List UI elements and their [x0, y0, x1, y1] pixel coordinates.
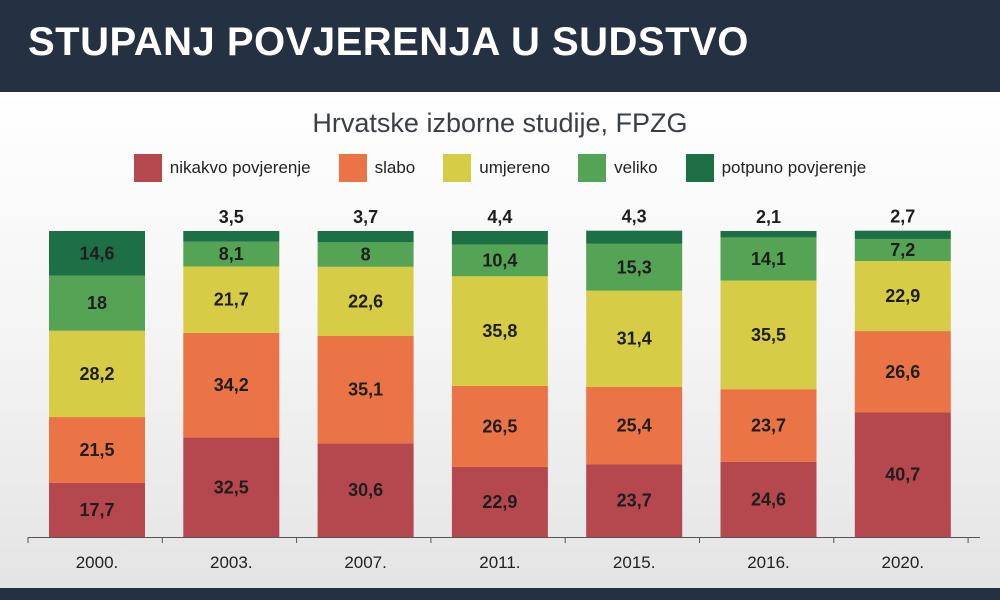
data-label: 14,1: [751, 249, 786, 269]
legend-label: potpuno povjerenje: [721, 158, 867, 177]
x-tick-label: 2011.: [479, 553, 520, 572]
legend-label: nikakvo povjerenje: [169, 158, 311, 177]
data-label: 28,2: [79, 364, 114, 384]
data-label: 15,3: [617, 257, 652, 277]
data-label: 10,4: [482, 250, 517, 270]
bar-segment: [49, 275, 145, 331]
data-label: 17,7: [79, 500, 114, 520]
bar-segment: [317, 231, 414, 243]
bar-segment: [451, 466, 548, 537]
bar-segment: [854, 260, 951, 332]
data-label: 26,6: [885, 362, 920, 382]
x-tick-label: 2016.: [747, 553, 790, 572]
data-label: 35,8: [482, 321, 517, 341]
data-label: 4,4: [487, 207, 512, 227]
page-title: STUPANJ POVJERENJA U SUDSTVO: [28, 20, 749, 64]
data-label: 24,6: [751, 489, 786, 509]
bar-segment: [49, 417, 145, 483]
bar-segment: [183, 266, 280, 333]
bar-segment: [183, 241, 280, 267]
data-label: 23,7: [617, 491, 652, 511]
bar-segment: [720, 231, 817, 238]
legend-item-umjereno: umjereno: [443, 154, 550, 182]
data-label: 7,2: [890, 240, 915, 260]
legend-item-potpuno: potpuno povjerenje: [685, 154, 867, 182]
bar-segment: [854, 230, 951, 239]
bar-segment: [854, 331, 951, 413]
x-tick-label: 2015.: [613, 553, 656, 572]
data-label: 32,5: [214, 477, 249, 497]
data-label: 26,5: [482, 416, 517, 436]
legend-swatch: [685, 154, 714, 182]
data-label: 3,5: [219, 207, 244, 227]
legend-swatch: [578, 154, 607, 182]
x-tick-label: 2020.: [882, 553, 925, 572]
data-label: 30,6: [348, 480, 383, 500]
bar-segment: [317, 335, 414, 444]
data-label: 2,7: [890, 207, 915, 227]
header-bar: STUPANJ POVJERENJA U SUDSTVO: [0, 0, 1000, 92]
x-tick-label: 2000.: [76, 553, 119, 572]
data-label: 18: [87, 293, 107, 313]
data-label: 22,9: [885, 286, 920, 306]
legend-item-veliko: veliko: [578, 154, 658, 182]
bar-segment: [586, 386, 683, 465]
bar-segment: [183, 437, 280, 537]
bar-segment: [720, 237, 817, 281]
legend-swatch: [133, 154, 162, 182]
legend-label: slabo: [374, 158, 416, 177]
bar-segment: [451, 385, 548, 467]
data-label: 8,1: [219, 244, 244, 264]
data-label: 34,2: [214, 375, 249, 395]
data-label: 21,5: [79, 440, 114, 460]
footer-bar: [0, 588, 1000, 600]
chart-title: Hrvatske izborne studije, FPZG: [312, 108, 688, 138]
data-label: 22,9: [482, 492, 517, 512]
bar-segment: [854, 238, 951, 261]
bar-segment: [183, 332, 280, 438]
legend-swatch: [338, 154, 367, 182]
bar-segment: [586, 243, 683, 291]
bar-segment: [451, 276, 548, 386]
bar-segment: [49, 482, 145, 537]
data-label: 31,4: [617, 329, 652, 349]
legend-swatch: [443, 154, 472, 182]
bar-segment: [317, 443, 414, 537]
legend-item-slabo: slabo: [338, 154, 416, 182]
bar-segment: [49, 330, 145, 418]
legend-label: umjereno: [479, 158, 551, 177]
data-label: 3,7: [353, 207, 378, 227]
bar-segment: [49, 231, 145, 276]
data-label: 14,6: [79, 243, 114, 263]
bar-segment: [183, 231, 280, 242]
bar-segment: [451, 244, 548, 277]
data-label: 35,5: [751, 325, 786, 345]
data-label: 21,7: [214, 290, 249, 310]
data-label: 35,1: [348, 380, 383, 400]
legend-label: veliko: [614, 158, 658, 177]
data-label: 2,1: [756, 207, 781, 227]
legend-item-nikakvo: nikakvo povjerenje: [133, 154, 311, 182]
data-label: 40,7: [885, 465, 920, 485]
data-label: 22,6: [348, 291, 383, 311]
data-label: 4,3: [622, 207, 647, 227]
data-label: 8: [361, 245, 371, 265]
bar-segment: [720, 461, 817, 537]
bar-segment: [317, 242, 414, 267]
x-tick-label: 2007.: [344, 553, 387, 572]
bar-segment: [586, 464, 683, 537]
bar-segment: [720, 280, 817, 390]
bar-segment: [720, 389, 817, 462]
x-tick-label: 2003.: [210, 553, 253, 572]
legend: nikakvo povjerenje slabo umjereno veliko…: [0, 154, 1000, 182]
bar-segment: [317, 266, 414, 336]
bar-segment: [586, 290, 683, 387]
bar-segment: [451, 231, 548, 245]
data-label: 25,4: [617, 416, 652, 436]
bar-segment: [586, 230, 683, 244]
bar-segment: [854, 412, 951, 537]
data-label: 23,7: [751, 415, 786, 435]
